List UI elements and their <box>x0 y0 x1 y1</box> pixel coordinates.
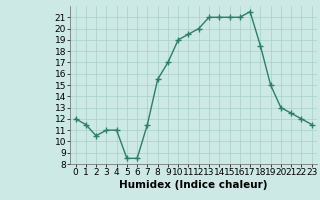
X-axis label: Humidex (Indice chaleur): Humidex (Indice chaleur) <box>119 180 268 190</box>
